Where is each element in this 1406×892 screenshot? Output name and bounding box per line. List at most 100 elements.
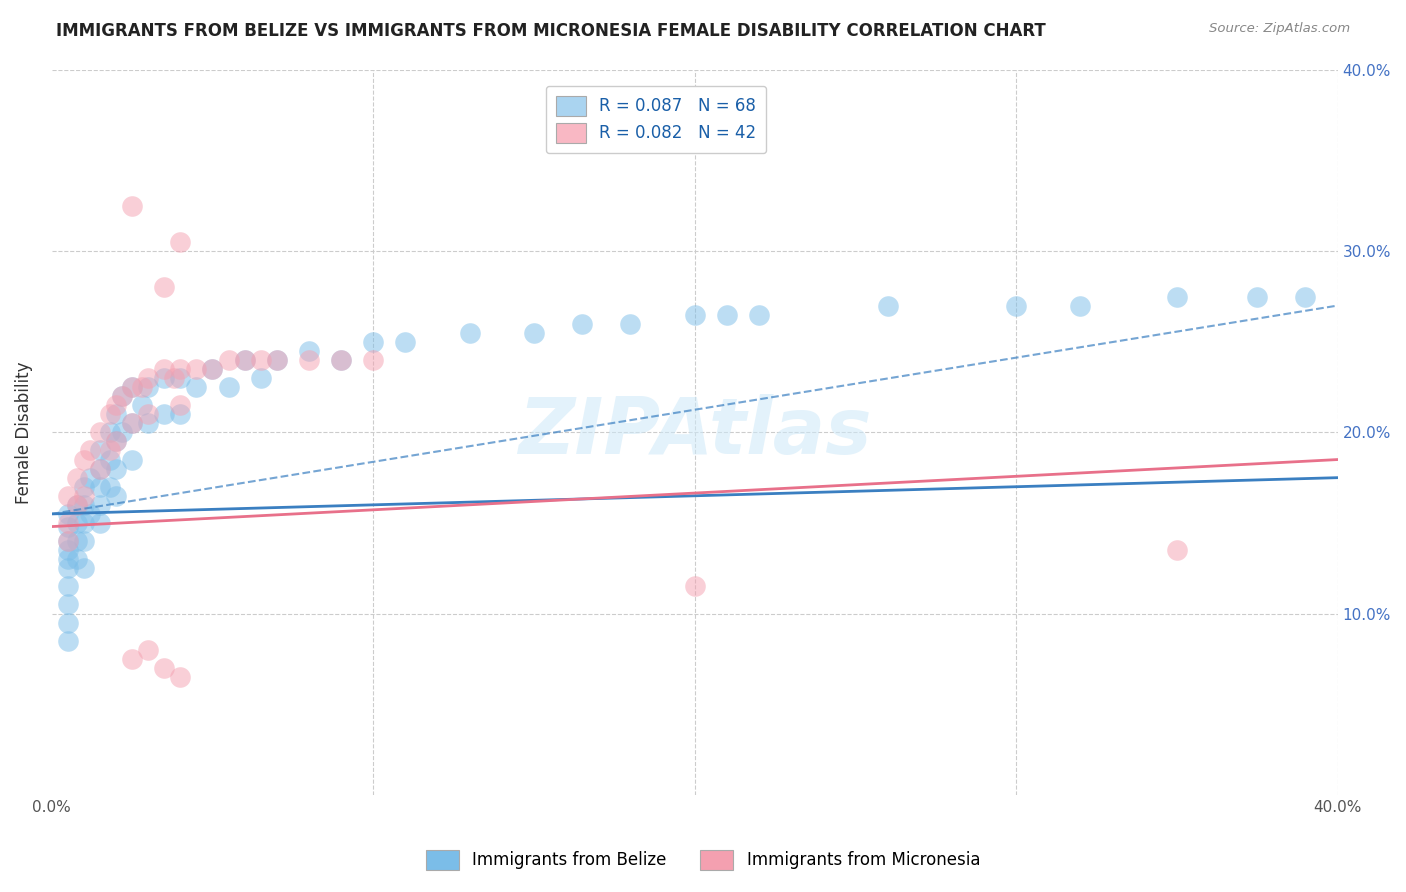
Point bbox=[105, 434, 128, 449]
Point bbox=[298, 343, 321, 358]
Point bbox=[249, 352, 271, 367]
Point bbox=[66, 498, 89, 512]
Point bbox=[111, 425, 134, 440]
Point bbox=[73, 534, 96, 549]
Point bbox=[1166, 543, 1188, 558]
Point bbox=[218, 352, 240, 367]
Point bbox=[121, 417, 143, 431]
Point bbox=[131, 398, 153, 412]
Point bbox=[56, 534, 79, 549]
Point bbox=[683, 308, 706, 322]
Point bbox=[73, 480, 96, 494]
Point bbox=[136, 407, 159, 421]
Point bbox=[89, 443, 111, 458]
Point bbox=[105, 461, 128, 475]
Point bbox=[98, 452, 121, 467]
Point bbox=[136, 642, 159, 657]
Point bbox=[89, 498, 111, 512]
Text: Source: ZipAtlas.com: Source: ZipAtlas.com bbox=[1209, 22, 1350, 36]
Point bbox=[121, 199, 143, 213]
Point bbox=[73, 489, 96, 503]
Point bbox=[56, 516, 79, 530]
Point bbox=[153, 280, 176, 294]
Point bbox=[131, 380, 153, 394]
Point bbox=[1166, 289, 1188, 303]
Point bbox=[458, 326, 481, 340]
Point bbox=[121, 652, 143, 666]
Legend: R = 0.087   N = 68, R = 0.082   N = 42: R = 0.087 N = 68, R = 0.082 N = 42 bbox=[546, 86, 766, 153]
Point bbox=[619, 317, 641, 331]
Text: IMMIGRANTS FROM BELIZE VS IMMIGRANTS FROM MICRONESIA FEMALE DISABILITY CORRELATI: IMMIGRANTS FROM BELIZE VS IMMIGRANTS FRO… bbox=[56, 22, 1046, 40]
Point bbox=[748, 308, 770, 322]
Point bbox=[136, 417, 159, 431]
Point bbox=[716, 308, 738, 322]
Point bbox=[73, 561, 96, 575]
Point bbox=[201, 362, 224, 376]
Point bbox=[105, 398, 128, 412]
Point bbox=[1246, 289, 1268, 303]
Point bbox=[169, 398, 191, 412]
Point bbox=[153, 407, 176, 421]
Point bbox=[105, 489, 128, 503]
Point bbox=[66, 516, 89, 530]
Point bbox=[218, 380, 240, 394]
Point bbox=[169, 371, 191, 385]
Point bbox=[56, 598, 79, 612]
Point bbox=[56, 519, 79, 533]
Legend: Immigrants from Belize, Immigrants from Micronesia: Immigrants from Belize, Immigrants from … bbox=[419, 843, 987, 877]
Point bbox=[121, 380, 143, 394]
Point bbox=[66, 534, 89, 549]
Point bbox=[186, 380, 208, 394]
Point bbox=[73, 452, 96, 467]
Point bbox=[105, 407, 128, 421]
Point bbox=[79, 443, 101, 458]
Point bbox=[266, 352, 288, 367]
Point bbox=[330, 352, 353, 367]
Point bbox=[56, 552, 79, 566]
Point bbox=[523, 326, 546, 340]
Point bbox=[56, 579, 79, 593]
Point bbox=[89, 425, 111, 440]
Point bbox=[89, 461, 111, 475]
Point bbox=[79, 507, 101, 521]
Point bbox=[66, 498, 89, 512]
Point bbox=[571, 317, 593, 331]
Point bbox=[1005, 299, 1028, 313]
Point bbox=[98, 425, 121, 440]
Point bbox=[121, 417, 143, 431]
Point bbox=[121, 452, 143, 467]
Point bbox=[330, 352, 353, 367]
Point bbox=[153, 661, 176, 675]
Point bbox=[361, 334, 384, 349]
Point bbox=[186, 362, 208, 376]
Point bbox=[56, 633, 79, 648]
Point bbox=[233, 352, 256, 367]
Point bbox=[266, 352, 288, 367]
Point bbox=[98, 407, 121, 421]
Point bbox=[56, 489, 79, 503]
Y-axis label: Female Disability: Female Disability bbox=[15, 361, 32, 504]
Point bbox=[66, 471, 89, 485]
Point bbox=[876, 299, 898, 313]
Point bbox=[56, 534, 79, 549]
Point bbox=[201, 362, 224, 376]
Point bbox=[121, 380, 143, 394]
Point bbox=[56, 543, 79, 558]
Point bbox=[249, 371, 271, 385]
Point bbox=[169, 670, 191, 684]
Point bbox=[66, 552, 89, 566]
Point bbox=[89, 461, 111, 475]
Point bbox=[136, 380, 159, 394]
Point bbox=[1069, 299, 1091, 313]
Point bbox=[169, 362, 191, 376]
Point bbox=[111, 389, 134, 403]
Point bbox=[56, 507, 79, 521]
Point bbox=[89, 516, 111, 530]
Point bbox=[56, 615, 79, 630]
Point bbox=[98, 480, 121, 494]
Point bbox=[233, 352, 256, 367]
Point bbox=[111, 389, 134, 403]
Point bbox=[89, 480, 111, 494]
Point bbox=[136, 371, 159, 385]
Text: ZIPAtlas: ZIPAtlas bbox=[517, 394, 872, 470]
